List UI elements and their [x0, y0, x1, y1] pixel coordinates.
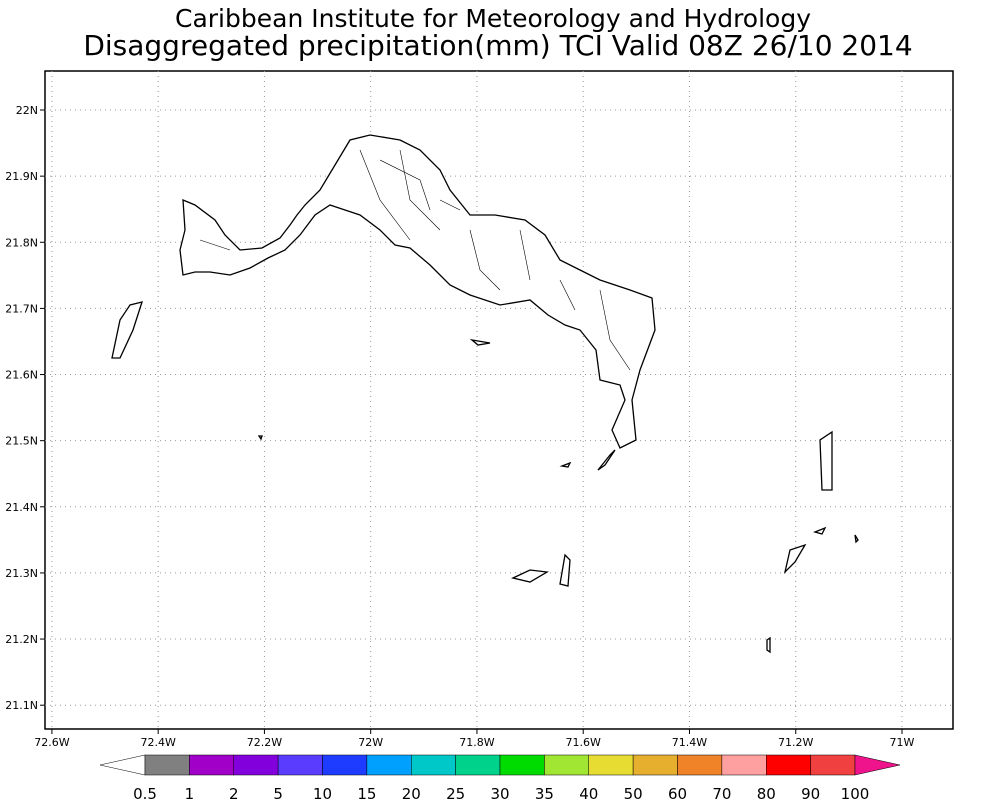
y-tick-label: 21.7N: [5, 302, 38, 315]
colorbar-swatch: [721, 754, 767, 776]
colorbar-swatch: [810, 754, 856, 776]
colorbar-label: 1: [185, 785, 195, 800]
colorbar-label: 50: [624, 785, 643, 800]
colorbar-swatch: [588, 754, 634, 776]
x-tick-label: 72.6W: [34, 736, 69, 749]
x-tick-label: 72.2W: [247, 736, 282, 749]
y-tick-label: 21.3N: [5, 567, 38, 580]
x-tick-label: 72.4W: [140, 736, 175, 749]
title: Caribbean Institute for Meteorology and …: [175, 4, 811, 33]
colorbar-swatch: [99, 754, 146, 776]
colorbar-label: 30: [490, 785, 509, 800]
colorbar-swatch: [411, 754, 456, 776]
colorbar-label: 2: [229, 785, 239, 800]
colorbar: 0.5 1 2 5 10 15 20 25 30 35 40 50 60 70 80 90 100: [99, 754, 901, 803]
island: [819, 430, 833, 491]
y-tick-label: 21.5N: [5, 435, 38, 448]
colorbar-label: 10: [313, 785, 332, 800]
colorbar-label: 70: [712, 785, 731, 800]
colorbar-label: 100: [841, 785, 870, 800]
colorbar-swatch: [455, 754, 501, 776]
colorbar-swatch: [499, 754, 545, 776]
colorbar-swatch: [322, 754, 368, 776]
colorbar-swatch: [677, 754, 723, 776]
islands: [111, 134, 859, 654]
x-tick-label: 71.4W: [672, 736, 707, 749]
colorbar-swatch: [189, 754, 234, 776]
colorbar-label: 25: [446, 785, 465, 800]
colorbar-swatch: [544, 754, 589, 776]
subtitle: Disaggregated precipitation(mm) TCI Vali…: [83, 29, 912, 62]
island: [179, 134, 656, 449]
x-tick-label: 72W: [358, 736, 383, 749]
plot-frame: [44, 70, 954, 730]
colorbar-label: 80: [757, 785, 776, 800]
colorbar-label: 0.5: [133, 785, 157, 800]
colorbar-swatch: [632, 754, 678, 776]
island: [511, 569, 549, 583]
y-tick-label: 22N: [16, 104, 38, 117]
colorbar-swatch: [144, 754, 190, 776]
x-tick-label: 71.8W: [459, 736, 494, 749]
y-tick-label: 21.2N: [5, 633, 38, 646]
x-tick-label: 71.6W: [566, 736, 601, 749]
y-tick-label: 21.6N: [5, 369, 38, 382]
y-tick-label: 21.8N: [5, 236, 38, 249]
island: [257, 338, 859, 654]
y-tick-label: 21.1N: [5, 699, 38, 712]
colorbar-label: 90: [801, 785, 820, 800]
colorbar-label: 40: [579, 785, 598, 800]
colorbar-label: 35: [535, 785, 554, 800]
colorbar-swatch: [277, 754, 323, 776]
y-tick-label: 21.9N: [5, 170, 38, 183]
colorbar-label: 60: [668, 785, 687, 800]
colorbar-swatch: [854, 754, 901, 776]
x-tick-label: 71W: [890, 736, 915, 749]
island: [783, 543, 807, 575]
y-tick-label: 21.4N: [5, 501, 38, 514]
island: [111, 301, 143, 359]
island: [559, 553, 571, 587]
plot-area: 72.6W 72.4W 72.2W 72W 71.8W 71.6W 71.4W 71.2W 71…: [5, 70, 954, 749]
colorbar-swatch: [366, 754, 412, 776]
colorbar-swatch: [766, 754, 811, 776]
colorbar-label: 15: [357, 785, 376, 800]
colorbar-label: 5: [273, 785, 283, 800]
district-boundary: [199, 149, 631, 371]
x-tick-label: 71.2W: [778, 736, 813, 749]
island: [597, 449, 616, 471]
colorbar-swatch: [233, 754, 279, 776]
colorbar-label: 20: [402, 785, 421, 800]
